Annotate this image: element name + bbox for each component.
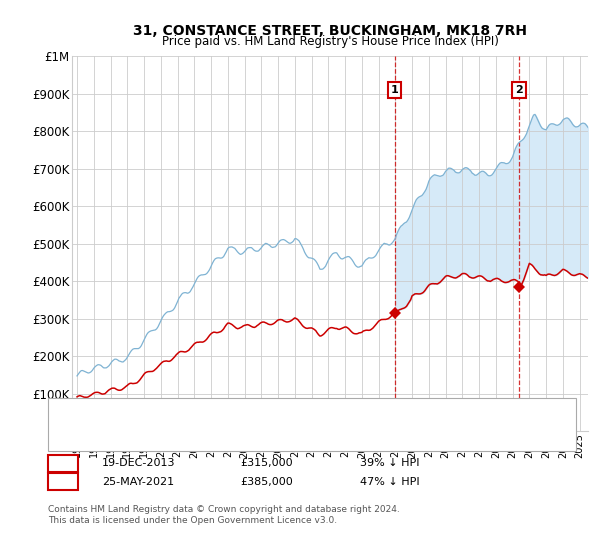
Text: 1: 1	[59, 458, 67, 468]
Text: ——: ——	[60, 422, 91, 437]
Text: 31, CONSTANCE STREET, BUCKINGHAM, MK18 7RH: 31, CONSTANCE STREET, BUCKINGHAM, MK18 7…	[133, 24, 527, 38]
Text: ——: ——	[60, 403, 91, 418]
Text: 2: 2	[59, 477, 67, 487]
Text: 1: 1	[391, 85, 398, 95]
Text: £315,000: £315,000	[240, 458, 293, 468]
Text: 47% ↓ HPI: 47% ↓ HPI	[360, 477, 419, 487]
Text: Contains HM Land Registry data © Crown copyright and database right 2024.
This d: Contains HM Land Registry data © Crown c…	[48, 505, 400, 525]
Text: Price paid vs. HM Land Registry's House Price Index (HPI): Price paid vs. HM Land Registry's House …	[161, 35, 499, 49]
Text: 2: 2	[515, 85, 523, 95]
Text: 31, CONSTANCE STREET, BUCKINGHAM, MK18 7RH (detached house): 31, CONSTANCE STREET, BUCKINGHAM, MK18 7…	[99, 405, 459, 416]
Text: HPI: Average price, detached house, Buckinghamshire: HPI: Average price, detached house, Buck…	[99, 424, 383, 435]
Text: £385,000: £385,000	[240, 477, 293, 487]
Text: 25-MAY-2021: 25-MAY-2021	[102, 477, 174, 487]
Text: 39% ↓ HPI: 39% ↓ HPI	[360, 458, 419, 468]
Text: 19-DEC-2013: 19-DEC-2013	[102, 458, 176, 468]
